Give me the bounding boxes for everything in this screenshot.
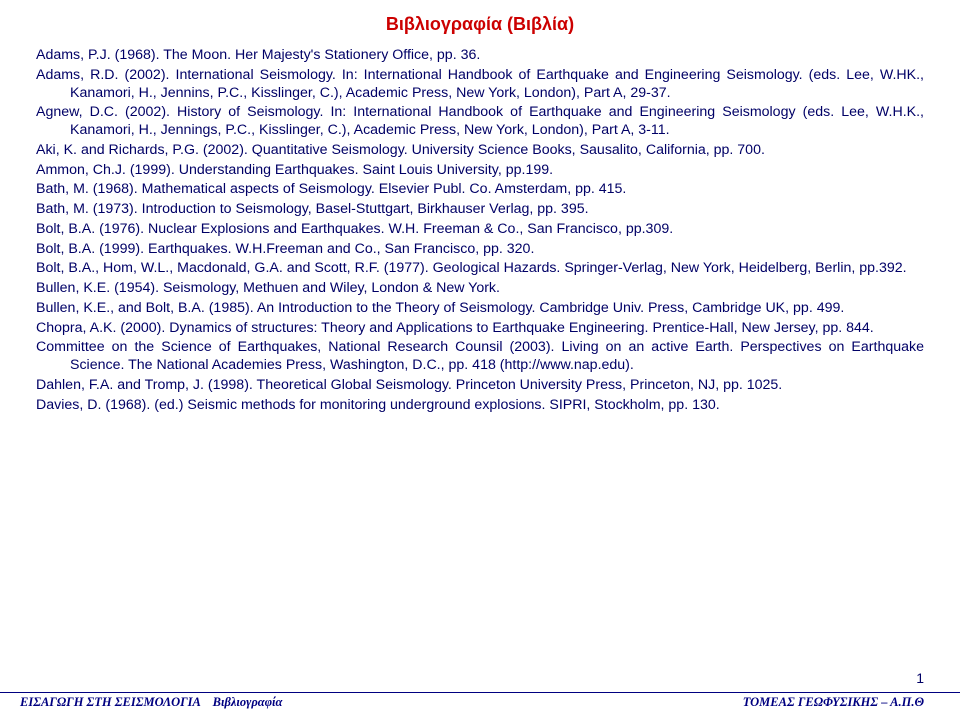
bibliography-entry: Bath, M. (1973). Introduction to Seismol… [36,201,924,219]
footer-left: ΕΙΣΑΓΩΓΗ ΣΤΗ ΣΕΙΣΜΟΛΟΓΙΑ Βιβλιογραφία [20,695,282,712]
page-number: 1 [916,670,924,686]
bibliography-entry: Bolt, B.A. (1976). Nuclear Explosions an… [36,221,924,239]
bibliography-entry: Committee on the Science of Earthquakes,… [36,339,924,375]
bibliography-entry: Bath, M. (1968). Mathematical aspects of… [36,181,924,199]
bibliography-entry: Bullen, K.E., and Bolt, B.A. (1985). An … [36,300,924,318]
page: Βιβλιογραφία (Βιβλία) Adams, P.J. (1968)… [0,0,960,720]
bibliography-entry: Aki, K. and Richards, P.G. (2002). Quant… [36,142,924,160]
bibliography-entry: Bolt, B.A., Hom, W.L., Macdonald, G.A. a… [36,260,924,278]
bibliography-entry: Ammon, Ch.J. (1999). Understanding Earth… [36,162,924,180]
bibliography-entry: Adams, P.J. (1968). The Moon. Her Majest… [36,47,924,65]
bibliography-entry: Agnew, D.C. (2002). History of Seismolog… [36,104,924,140]
footer-right: ΤΟΜΕΑΣ ΓΕΩΦΥΣΙΚΗΣ – Α.Π.Θ [743,695,924,712]
bibliography-entry: Dahlen, F.A. and Tromp, J. (1998). Theor… [36,377,924,395]
bibliography-entry: Bolt, B.A. (1999). Earthquakes. W.H.Free… [36,241,924,259]
bibliography-entry: Chopra, A.K. (2000). Dynamics of structu… [36,320,924,338]
bibliography-entry: Bullen, K.E. (1954). Seismology, Methuen… [36,280,924,298]
footer: ΕΙΣΑΓΩΓΗ ΣΤΗ ΣΕΙΣΜΟΛΟΓΙΑ Βιβλιογραφία ΤΟ… [0,692,960,712]
page-title: Βιβλιογραφία (Βιβλία) [36,14,924,35]
bibliography-entry: Davies, D. (1968). (ed.) Seismic methods… [36,397,924,415]
bibliography-list: Adams, P.J. (1968). The Moon. Her Majest… [36,47,924,414]
bibliography-entry: Adams, R.D. (2002). International Seismo… [36,67,924,103]
